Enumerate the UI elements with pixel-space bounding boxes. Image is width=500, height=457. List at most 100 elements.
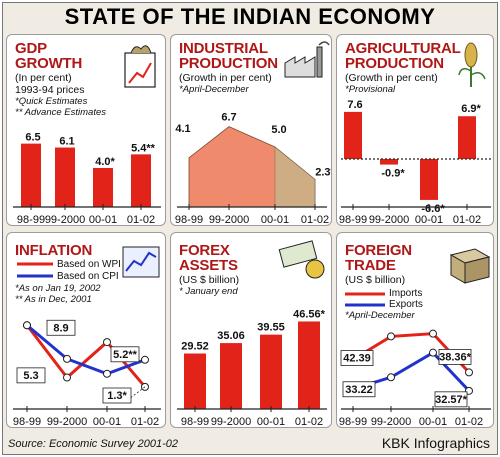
inflation-tick-label: 99-2000 — [47, 416, 87, 428]
gdp-chart-svg: 6.5 6.1 4.0* 5.4** 98-99 99-2000 00-01 01-02 — [13, 45, 161, 226]
industrial-title-line1: INDUSTRIAL — [179, 40, 268, 57]
credit-label: KBK Infographics — [381, 435, 490, 451]
gdp-title-line1: GDP — [15, 40, 47, 57]
agricultural-tick-label: 99-2000 — [369, 214, 409, 226]
inflation-point — [63, 354, 71, 363]
gdp-tick-label: 99-2000 — [45, 214, 85, 226]
inflation-wpi-label-box — [46, 319, 76, 336]
agricultural-value-label: -6.6* — [421, 203, 445, 215]
gdp-note-2: ** Advance Estimates — [15, 107, 106, 118]
inflation-note-2: ** As in Dec, 2001 — [15, 294, 92, 305]
trade-point — [429, 348, 437, 357]
inflation-leader-line — [128, 386, 146, 400]
inflation-tick-label: 01-02 — [131, 416, 159, 428]
forex-value-label: 29.52 — [181, 341, 209, 353]
industrial-tick-label: 00-01 — [261, 214, 289, 226]
agricultural-production-panel: AGRICULTURAL PRODUCTION (Growth in per c… — [336, 34, 494, 226]
agricultural-title-line1: AGRICULTURAL — [345, 40, 461, 57]
inflation-wpi-label: 8.9 — [53, 322, 68, 334]
inflation-cpi-label: 5.3 — [23, 370, 38, 382]
forex-tick-label: 00-01 — [257, 416, 285, 428]
gdp-tick-label: 01-02 — [127, 214, 155, 226]
inflation-line-cpi — [26, 324, 146, 376]
industrial-note: *April-December — [179, 84, 249, 95]
agricultural-bar — [420, 159, 438, 200]
factory-icon — [284, 41, 330, 78]
agricultural-bar — [380, 159, 398, 165]
inflation-point — [103, 338, 111, 347]
trade-tick-label: 01-02 — [455, 416, 483, 428]
trade-tick-label: 98-99 — [339, 416, 367, 428]
forex-value-label: 35.06 — [217, 330, 245, 342]
crate-icon — [449, 248, 491, 284]
forex-tick-label: 99-2000 — [211, 416, 251, 428]
agricultural-value-label: 6.9* — [461, 103, 481, 115]
trade-exports-end-label-box — [434, 391, 468, 408]
agricultural-tick-label: 98-99 — [339, 214, 367, 226]
gdp-tick-label: 98-99 — [17, 214, 45, 226]
trade-title-line1: FOREIGN — [345, 242, 412, 259]
inflation-point — [63, 373, 71, 382]
forex-subtitle: (US $ billion) — [179, 274, 240, 286]
inflation-legend-wpi-label: Based on WPI — [57, 259, 121, 270]
forex-note: * January end — [179, 286, 238, 297]
industrial-tick-label: 01-02 — [301, 214, 329, 226]
industrial-production-panel: INDUSTRIAL PRODUCTION (Growth in per cen… — [170, 34, 332, 226]
gdp-value-label: 4.0* — [95, 156, 115, 168]
inflation-tick-label: 98-99 — [13, 416, 41, 428]
forex-bar — [184, 353, 206, 409]
trade-legend-imports-label: Imports — [389, 288, 423, 299]
forex-title-line1: FOREX — [179, 242, 230, 259]
gdp-bar — [93, 168, 113, 207]
forex-tick-label: 01-02 — [295, 416, 323, 428]
gdp-title-line2: GROWTH — [15, 55, 83, 72]
foreign-trade-panel: FOREIGN TRADE (US $ billion) Imports Exp… — [336, 232, 494, 428]
forex-title-line2: ASSETS — [179, 257, 238, 274]
inflation-note-1: *As on Jan 19, 2002 — [15, 283, 101, 294]
gdp-subtitle-2: 1993-94 prices — [15, 84, 85, 96]
industrial-tick-label: 99-2000 — [209, 214, 249, 226]
trade-point — [387, 332, 395, 341]
inflation-title: INFLATION — [15, 242, 93, 259]
forex-bar — [260, 334, 282, 409]
industrial-area-side — [274, 146, 316, 208]
trade-imports-end-label-box — [438, 349, 472, 365]
inflation-point — [23, 321, 31, 330]
gdp-bar — [55, 147, 75, 207]
inflation-tick-label: 00-01 — [93, 416, 121, 428]
inflation-panel: INFLATION Based on WPI Based on CPI *As … — [6, 232, 166, 428]
industrial-title-line2: PRODUCTION — [179, 55, 278, 72]
forex-assets-panel: FOREX ASSETS (US $ billion) * January en… — [170, 232, 332, 428]
gdp-subtitle-1: (In per cent) — [15, 72, 72, 84]
inflation-chart-svg: 8.9 5.3 5.2** 1.3* 98-99 99-2000 00-01 01-02 — [13, 246, 161, 428]
trade-exports-end-label: 32.57* — [435, 394, 468, 406]
trade-point — [465, 368, 473, 377]
forex-tick-label: 98-99 — [181, 416, 209, 428]
shopping-bag-icon — [124, 45, 156, 88]
trade-tick-label: 99-2000 — [371, 416, 411, 428]
industrial-value-label: 5.0 — [271, 124, 286, 136]
forex-bar — [220, 343, 242, 409]
inflation-wpi-end-label-box — [102, 387, 132, 404]
inflation-point — [103, 369, 111, 378]
trade-subtitle: (US $ billion) — [345, 274, 406, 286]
inflation-cpi-label-box — [16, 367, 46, 384]
agricultural-value-label: -0.9* — [381, 168, 405, 180]
trade-imports-start-label: 42.39 — [343, 353, 371, 365]
agricultural-tick-label: 00-01 — [415, 214, 443, 226]
industrial-tick-label: 98-99 — [175, 214, 203, 226]
wheat-icon — [458, 42, 486, 87]
inflation-line-wpi — [25, 324, 147, 388]
currency-icon — [278, 240, 325, 279]
agricultural-bar — [458, 116, 476, 159]
forex-value-label: 39.55 — [257, 322, 285, 334]
trade-imports-start-label-box — [340, 350, 374, 366]
agricultural-value-label: 7.6 — [347, 99, 362, 111]
forex-value-label: 46.56* — [293, 308, 326, 320]
trade-title-line2: TRADE — [345, 257, 396, 274]
trade-legend-exports-label: Exports — [389, 299, 423, 310]
industrial-subtitle: (Growth in per cent) — [179, 72, 272, 84]
trade-exports-start-label-box — [342, 381, 376, 398]
trade-point — [387, 373, 395, 382]
inflation-cpi-end-label-box — [110, 346, 140, 363]
